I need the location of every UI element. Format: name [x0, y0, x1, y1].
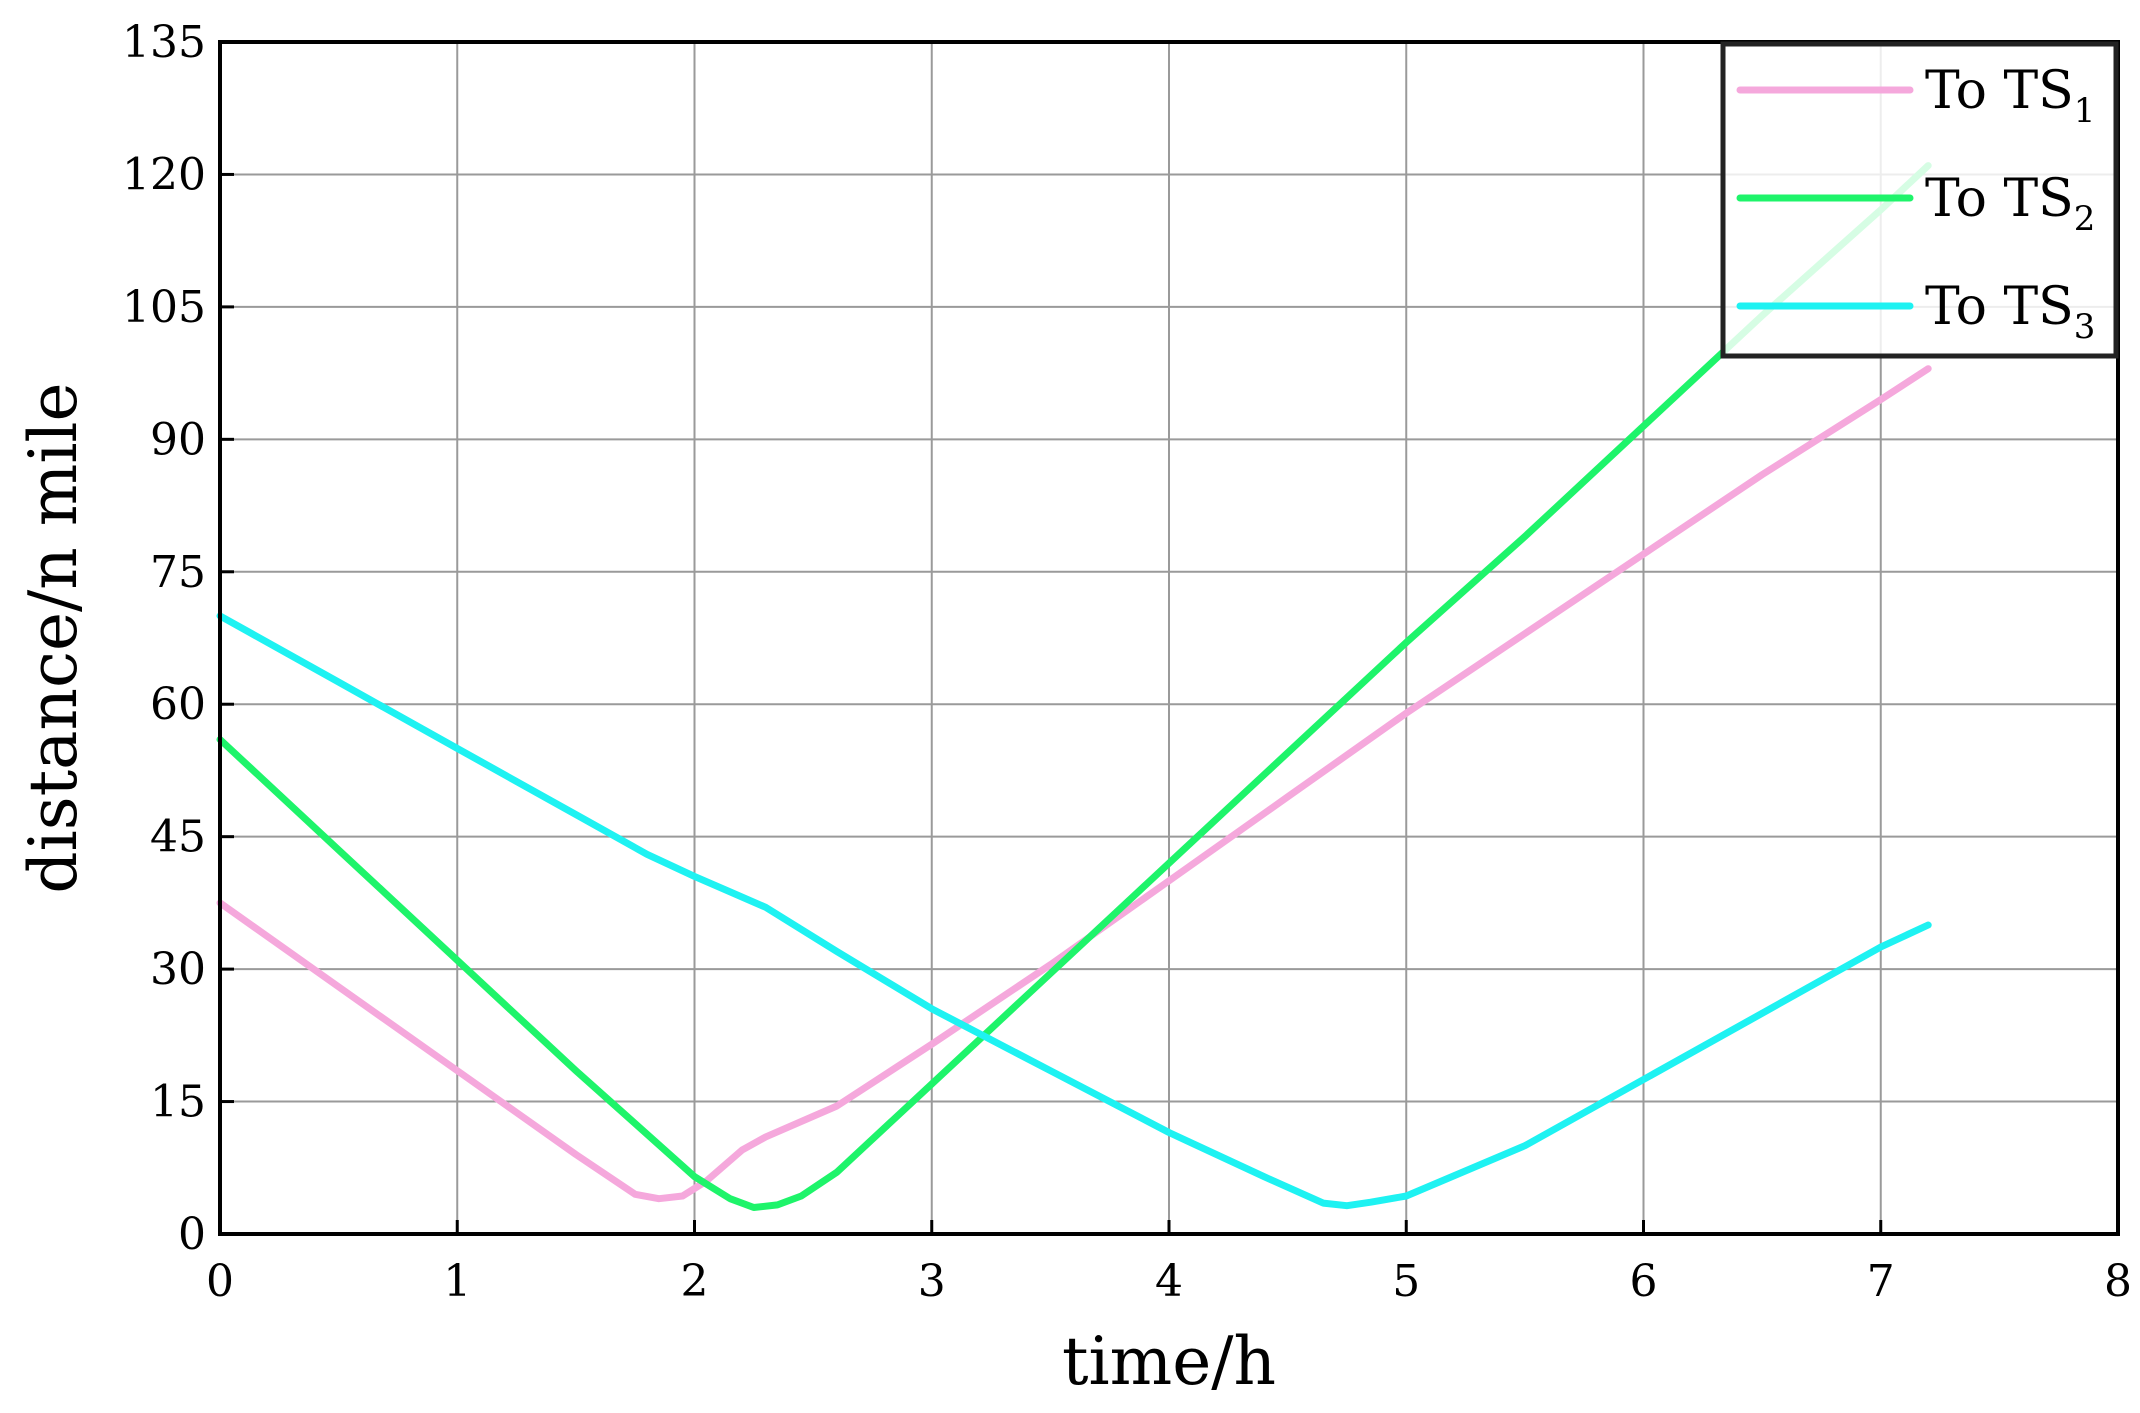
y-tick-label: 0 [178, 1209, 206, 1260]
x-axis-title: time/h [1062, 1323, 1276, 1400]
x-tick-label: 0 [206, 1256, 234, 1307]
x-tick-label: 7 [1867, 1256, 1895, 1307]
x-tick-label: 1 [443, 1256, 471, 1307]
series-line-1 [216, 365, 1932, 1203]
y-tick-label: 90 [150, 414, 206, 465]
y-tick-label: 75 [150, 547, 206, 598]
series-line-3 [216, 612, 1932, 1210]
x-tick-label: 8 [2104, 1256, 2132, 1307]
legend-label-3: To TS3 [1925, 277, 2095, 347]
series-line-2 [216, 162, 1932, 1211]
y-tick-label: 135 [122, 17, 206, 68]
x-tick-label: 3 [918, 1256, 946, 1307]
x-tick-label: 5 [1392, 1256, 1420, 1307]
y-axis-ticks: 0 15 30 45 60 75 90 105 120 135 [122, 17, 234, 1260]
plot-lines [216, 162, 1932, 1211]
grid-lines [219, 41, 2119, 1235]
x-tick-label: 2 [681, 1256, 709, 1307]
y-tick-label: 30 [150, 944, 206, 995]
legend-label-text: To TS [1925, 61, 2074, 121]
legend-label-subscript: 1 [2074, 91, 2096, 131]
y-tick-label: 60 [150, 679, 206, 730]
y-axis-title: distance/n mile [15, 382, 92, 893]
y-tick-label: 45 [150, 812, 206, 863]
y-tick-label: 105 [122, 282, 206, 333]
legend-label-text: To TS [1925, 277, 2074, 337]
legend-label-subscript: 3 [2074, 307, 2096, 347]
x-tick-label: 4 [1155, 1256, 1183, 1307]
legend-label-text: To TS [1925, 169, 2074, 229]
legend-label-2: To TS2 [1925, 169, 2095, 239]
y-tick-label: 15 [150, 1077, 206, 1128]
legend-label-1: To TS1 [1925, 61, 2095, 131]
y-tick-label: 120 [122, 149, 206, 200]
legend-label-subscript: 2 [2074, 199, 2096, 239]
x-tick-label: 6 [1630, 1256, 1658, 1307]
x-axis-ticks: 0 1 2 3 4 5 6 7 8 [206, 1220, 2132, 1307]
